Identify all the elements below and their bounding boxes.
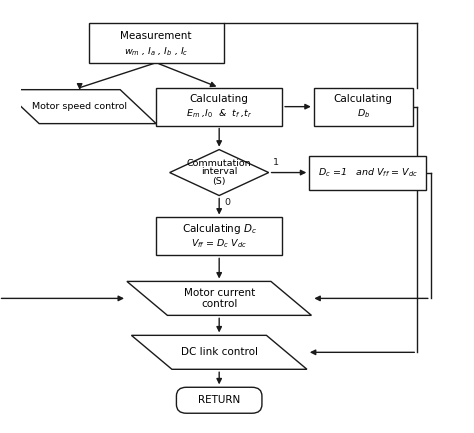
Text: $w_m$ , $I_a$ , $I_b$ , $I_c$: $w_m$ , $I_a$ , $I_b$ , $I_c$ xyxy=(124,45,188,58)
Text: Motor current
control: Motor current control xyxy=(183,288,255,309)
FancyBboxPatch shape xyxy=(89,23,224,63)
Text: DC link control: DC link control xyxy=(181,347,258,357)
Polygon shape xyxy=(127,281,311,315)
Text: (S): (S) xyxy=(212,177,226,186)
Text: $D_c$ =1   $and$ $V_{ff}$ = $V_{dc}$: $D_c$ =1 $and$ $V_{ff}$ = $V_{dc}$ xyxy=(318,166,418,179)
Text: Calculating: Calculating xyxy=(190,94,249,104)
FancyBboxPatch shape xyxy=(176,387,262,413)
Text: $V_{ff}$ = $D_c$ $V_{dc}$: $V_{ff}$ = $D_c$ $V_{dc}$ xyxy=(191,237,247,250)
Text: Motor speed control: Motor speed control xyxy=(32,102,127,111)
Text: RETURN: RETURN xyxy=(198,395,240,405)
Text: Calculating: Calculating xyxy=(334,94,392,104)
Text: $D_b$: $D_b$ xyxy=(356,107,370,120)
Text: Calculating $D_c$: Calculating $D_c$ xyxy=(182,222,257,236)
Text: $E_m$ ,$I_0$  &  $t_f$ ,$t_r$: $E_m$ ,$I_0$ & $t_f$ ,$t_r$ xyxy=(186,107,253,120)
FancyBboxPatch shape xyxy=(309,155,426,190)
Text: interval: interval xyxy=(201,167,237,176)
FancyBboxPatch shape xyxy=(156,217,282,255)
FancyBboxPatch shape xyxy=(156,87,282,126)
Polygon shape xyxy=(170,149,269,196)
Polygon shape xyxy=(3,90,156,123)
Text: Commutation: Commutation xyxy=(187,159,252,168)
Text: 0: 0 xyxy=(225,197,230,207)
Text: Measurement: Measurement xyxy=(120,31,192,41)
FancyBboxPatch shape xyxy=(314,87,413,126)
Text: 1: 1 xyxy=(273,158,279,167)
Polygon shape xyxy=(131,335,307,369)
